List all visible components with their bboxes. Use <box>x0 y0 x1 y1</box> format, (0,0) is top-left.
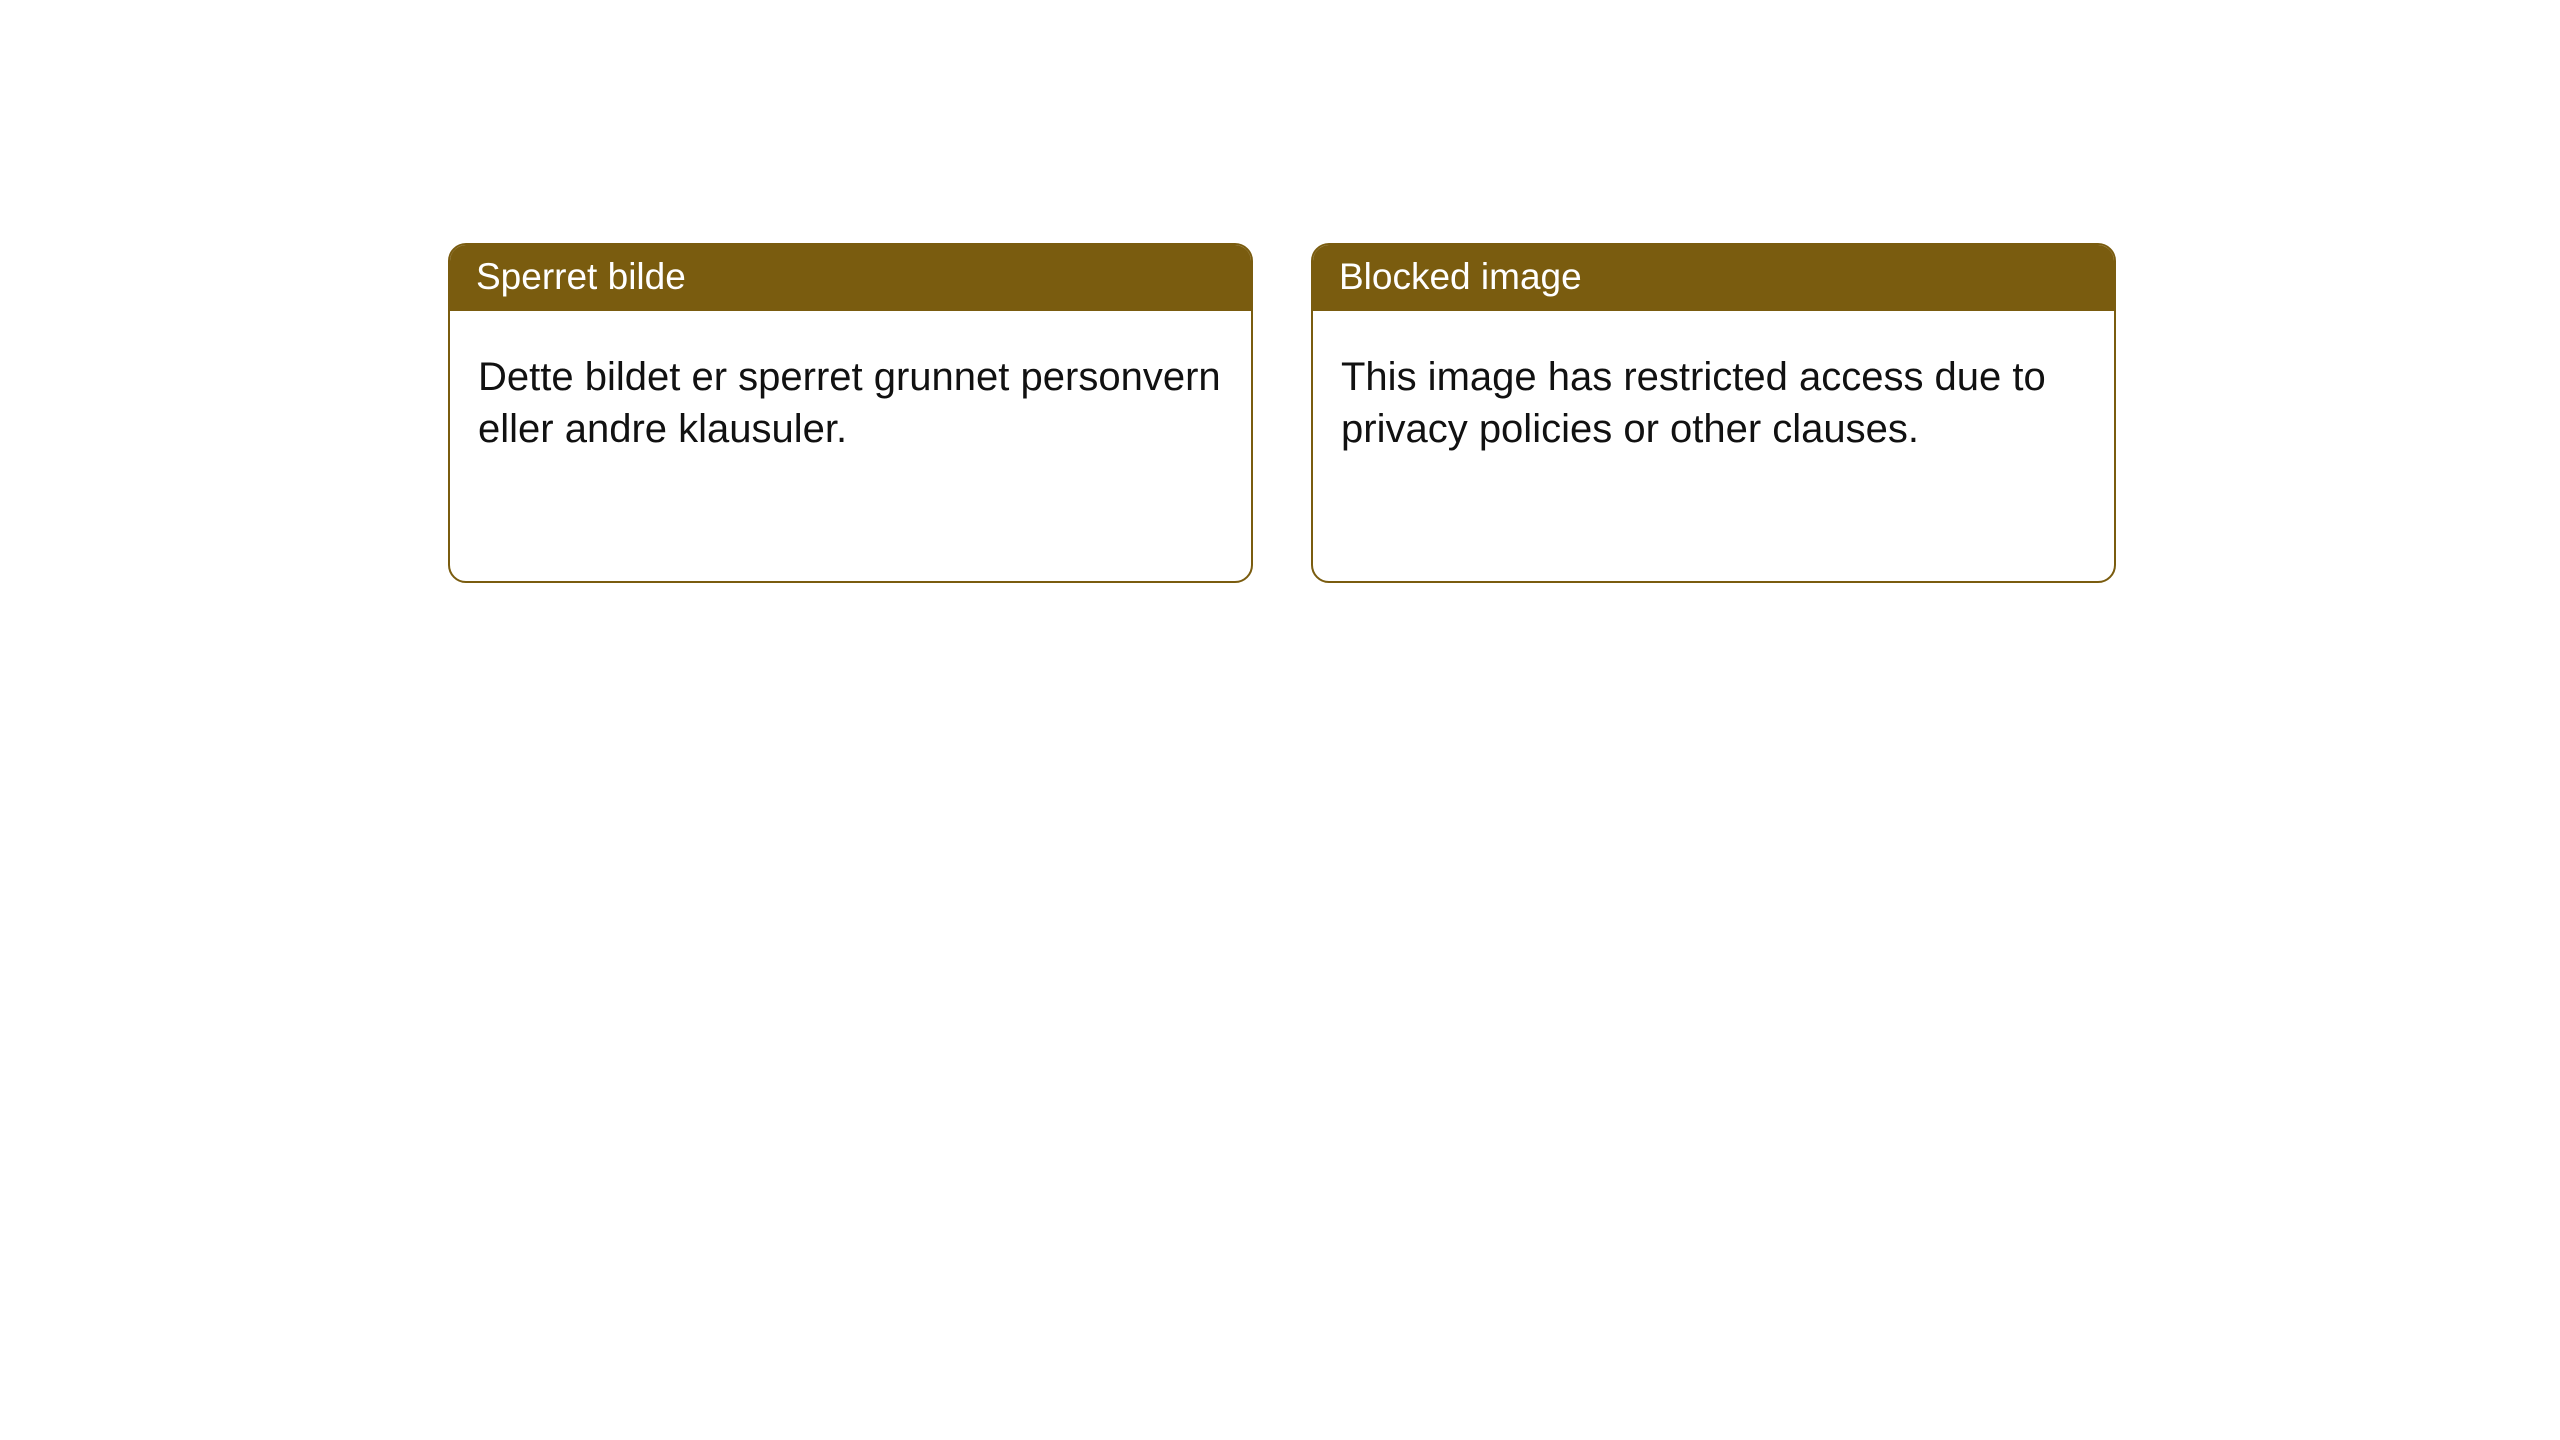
notice-body-en: This image has restricted access due to … <box>1313 311 2114 581</box>
notice-body-no: Dette bildet er sperret grunnet personve… <box>450 311 1251 581</box>
notice-card-no: Sperret bilde Dette bildet er sperret gr… <box>448 243 1253 583</box>
notice-card-en: Blocked image This image has restricted … <box>1311 243 2116 583</box>
notice-title-no: Sperret bilde <box>450 245 1251 311</box>
notice-title-en: Blocked image <box>1313 245 2114 311</box>
notice-container: Sperret bilde Dette bildet er sperret gr… <box>0 0 2560 583</box>
